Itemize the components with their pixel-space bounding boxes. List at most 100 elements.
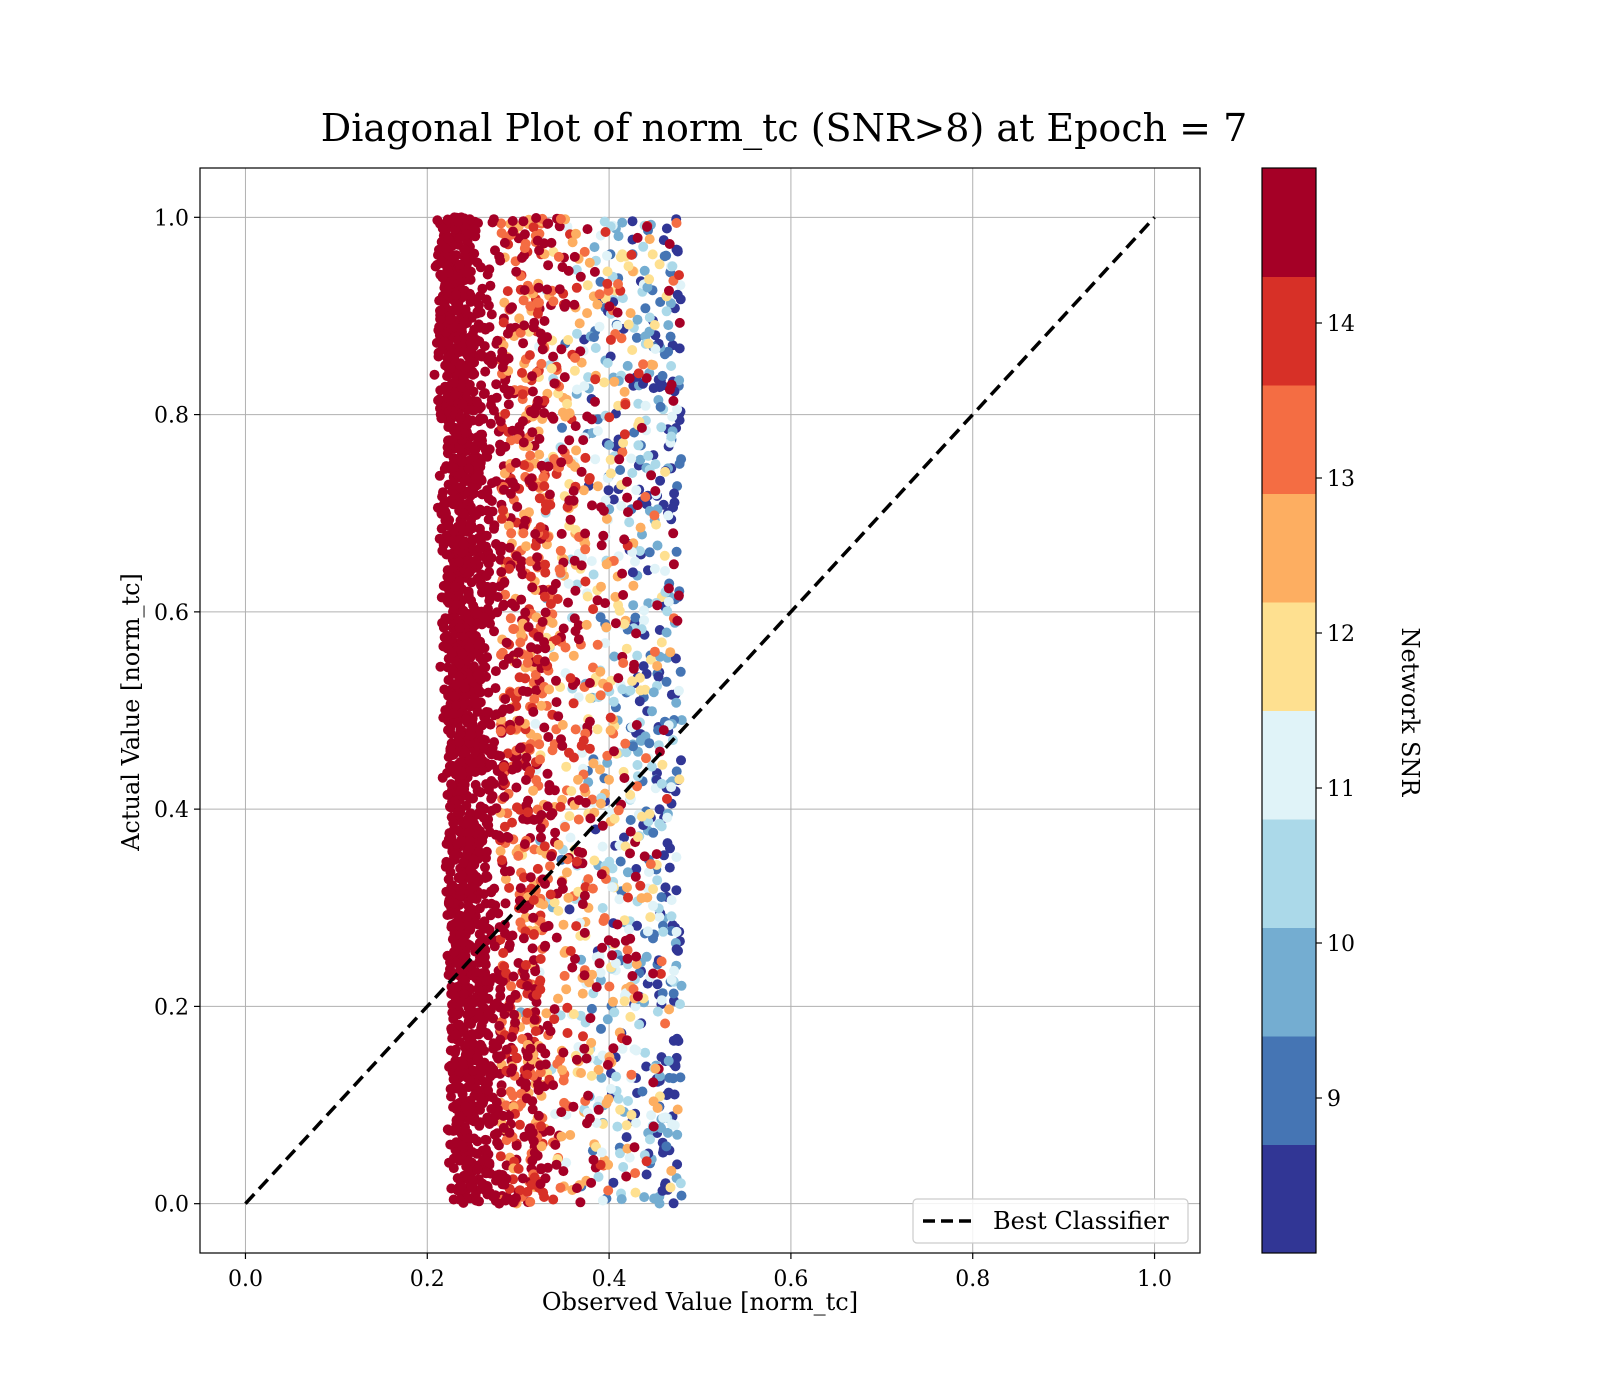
scatter-point	[579, 1043, 590, 1054]
scatter-point	[454, 233, 465, 243]
scatter-point	[481, 1144, 491, 1155]
scatter-point	[458, 605, 469, 616]
scatter-point	[625, 789, 636, 800]
scatter-point	[558, 1166, 569, 1177]
scatter-point	[634, 546, 645, 556]
scatter-point	[595, 764, 605, 775]
scatter-point	[437, 545, 448, 556]
scatter-point	[589, 266, 600, 277]
scatter-point	[557, 1065, 568, 1076]
scatter-point	[480, 444, 491, 455]
scatter-point	[433, 351, 444, 362]
scatter-point	[489, 523, 499, 534]
scatter-point	[673, 590, 684, 601]
scatter-point	[617, 568, 628, 579]
x-tick-label: 0.0	[228, 1267, 263, 1292]
scatter-point	[577, 847, 588, 858]
scatter-point	[449, 991, 460, 1002]
scatter-point	[664, 862, 675, 873]
scatter-point	[567, 237, 578, 248]
scatter-point	[557, 262, 568, 273]
scatter-point	[439, 463, 450, 474]
scatter-point	[447, 1007, 458, 1018]
scatter-point	[558, 623, 569, 634]
scatter-point	[487, 217, 498, 228]
scatter-point	[596, 581, 606, 592]
scatter-point	[672, 615, 683, 626]
scatter-point	[525, 450, 536, 461]
scatter-point	[655, 475, 666, 486]
scatter-point	[527, 943, 538, 954]
scatter-point	[657, 1185, 668, 1196]
scatter-point	[602, 1059, 613, 1070]
scatter-point	[437, 618, 448, 628]
scatter-point	[507, 1032, 517, 1042]
scatter-point	[556, 1131, 567, 1142]
scatter-point	[458, 699, 469, 710]
scatter-point	[584, 678, 595, 688]
scatter-point	[551, 932, 562, 943]
scatter-point	[595, 798, 606, 809]
scatter-point	[483, 514, 494, 525]
scatter-point	[566, 786, 577, 797]
scatter-point	[527, 582, 538, 593]
scatter-point	[456, 456, 467, 467]
scatter-point	[593, 1064, 604, 1075]
scatter-point	[612, 307, 623, 318]
scatter-point	[638, 241, 649, 252]
scatter-point	[519, 460, 530, 471]
scatter-point	[438, 641, 449, 652]
y-axis-ticks: 0.0 0.2 0.4 0.6 0.8 1.0	[154, 206, 200, 1218]
y-tick-label: 0.6	[154, 601, 189, 626]
scatter-point	[451, 982, 462, 993]
scatter-point	[446, 1183, 457, 1194]
scatter-point	[643, 338, 654, 349]
scatter-point	[625, 308, 636, 319]
scatter-point	[559, 372, 570, 383]
scatter-point	[666, 782, 677, 793]
scatter-point	[644, 809, 655, 819]
scatter-point	[675, 1072, 686, 1083]
scatter-point	[553, 839, 564, 850]
scatter-point	[668, 395, 679, 406]
scatter-point	[656, 995, 667, 1006]
scatter-point	[481, 870, 492, 881]
scatter-point	[671, 218, 682, 228]
scatter-point	[528, 706, 539, 717]
scatter-point	[570, 352, 580, 363]
scatter-point	[464, 844, 475, 855]
scatter-point	[440, 381, 451, 392]
scatter-point	[486, 886, 497, 897]
scatter-point	[511, 1140, 522, 1151]
scatter-point	[530, 966, 541, 977]
scatter-point	[459, 346, 470, 357]
scatter-point	[503, 748, 513, 759]
scatter-point	[535, 1179, 546, 1189]
scatter-point	[528, 785, 539, 796]
scatter-point	[539, 841, 550, 852]
scatter-point	[442, 353, 453, 363]
x-tick-label: 0.8	[955, 1267, 990, 1292]
scatter-point	[501, 1044, 512, 1055]
scatter-point	[598, 916, 609, 926]
scatter-point	[518, 416, 528, 427]
scatter-point	[563, 578, 574, 589]
scatter-point	[663, 320, 674, 331]
scatter-point	[642, 892, 653, 903]
scatter-point	[456, 630, 467, 641]
scatter-point	[597, 820, 608, 831]
scatter-point	[615, 465, 626, 475]
scatter-point	[577, 899, 588, 910]
scatter-point	[641, 373, 652, 384]
scatter-point	[640, 491, 651, 502]
scatter-point	[543, 920, 554, 931]
scatter-point	[503, 399, 514, 410]
scatter-point	[632, 991, 643, 1002]
scatter-point	[577, 747, 588, 758]
scatter-point	[674, 375, 685, 386]
scatter-point	[614, 454, 625, 465]
scatter-point	[512, 501, 523, 512]
scatter-point	[646, 1110, 657, 1121]
scatter-point	[481, 707, 492, 717]
scatter-point	[650, 486, 661, 496]
